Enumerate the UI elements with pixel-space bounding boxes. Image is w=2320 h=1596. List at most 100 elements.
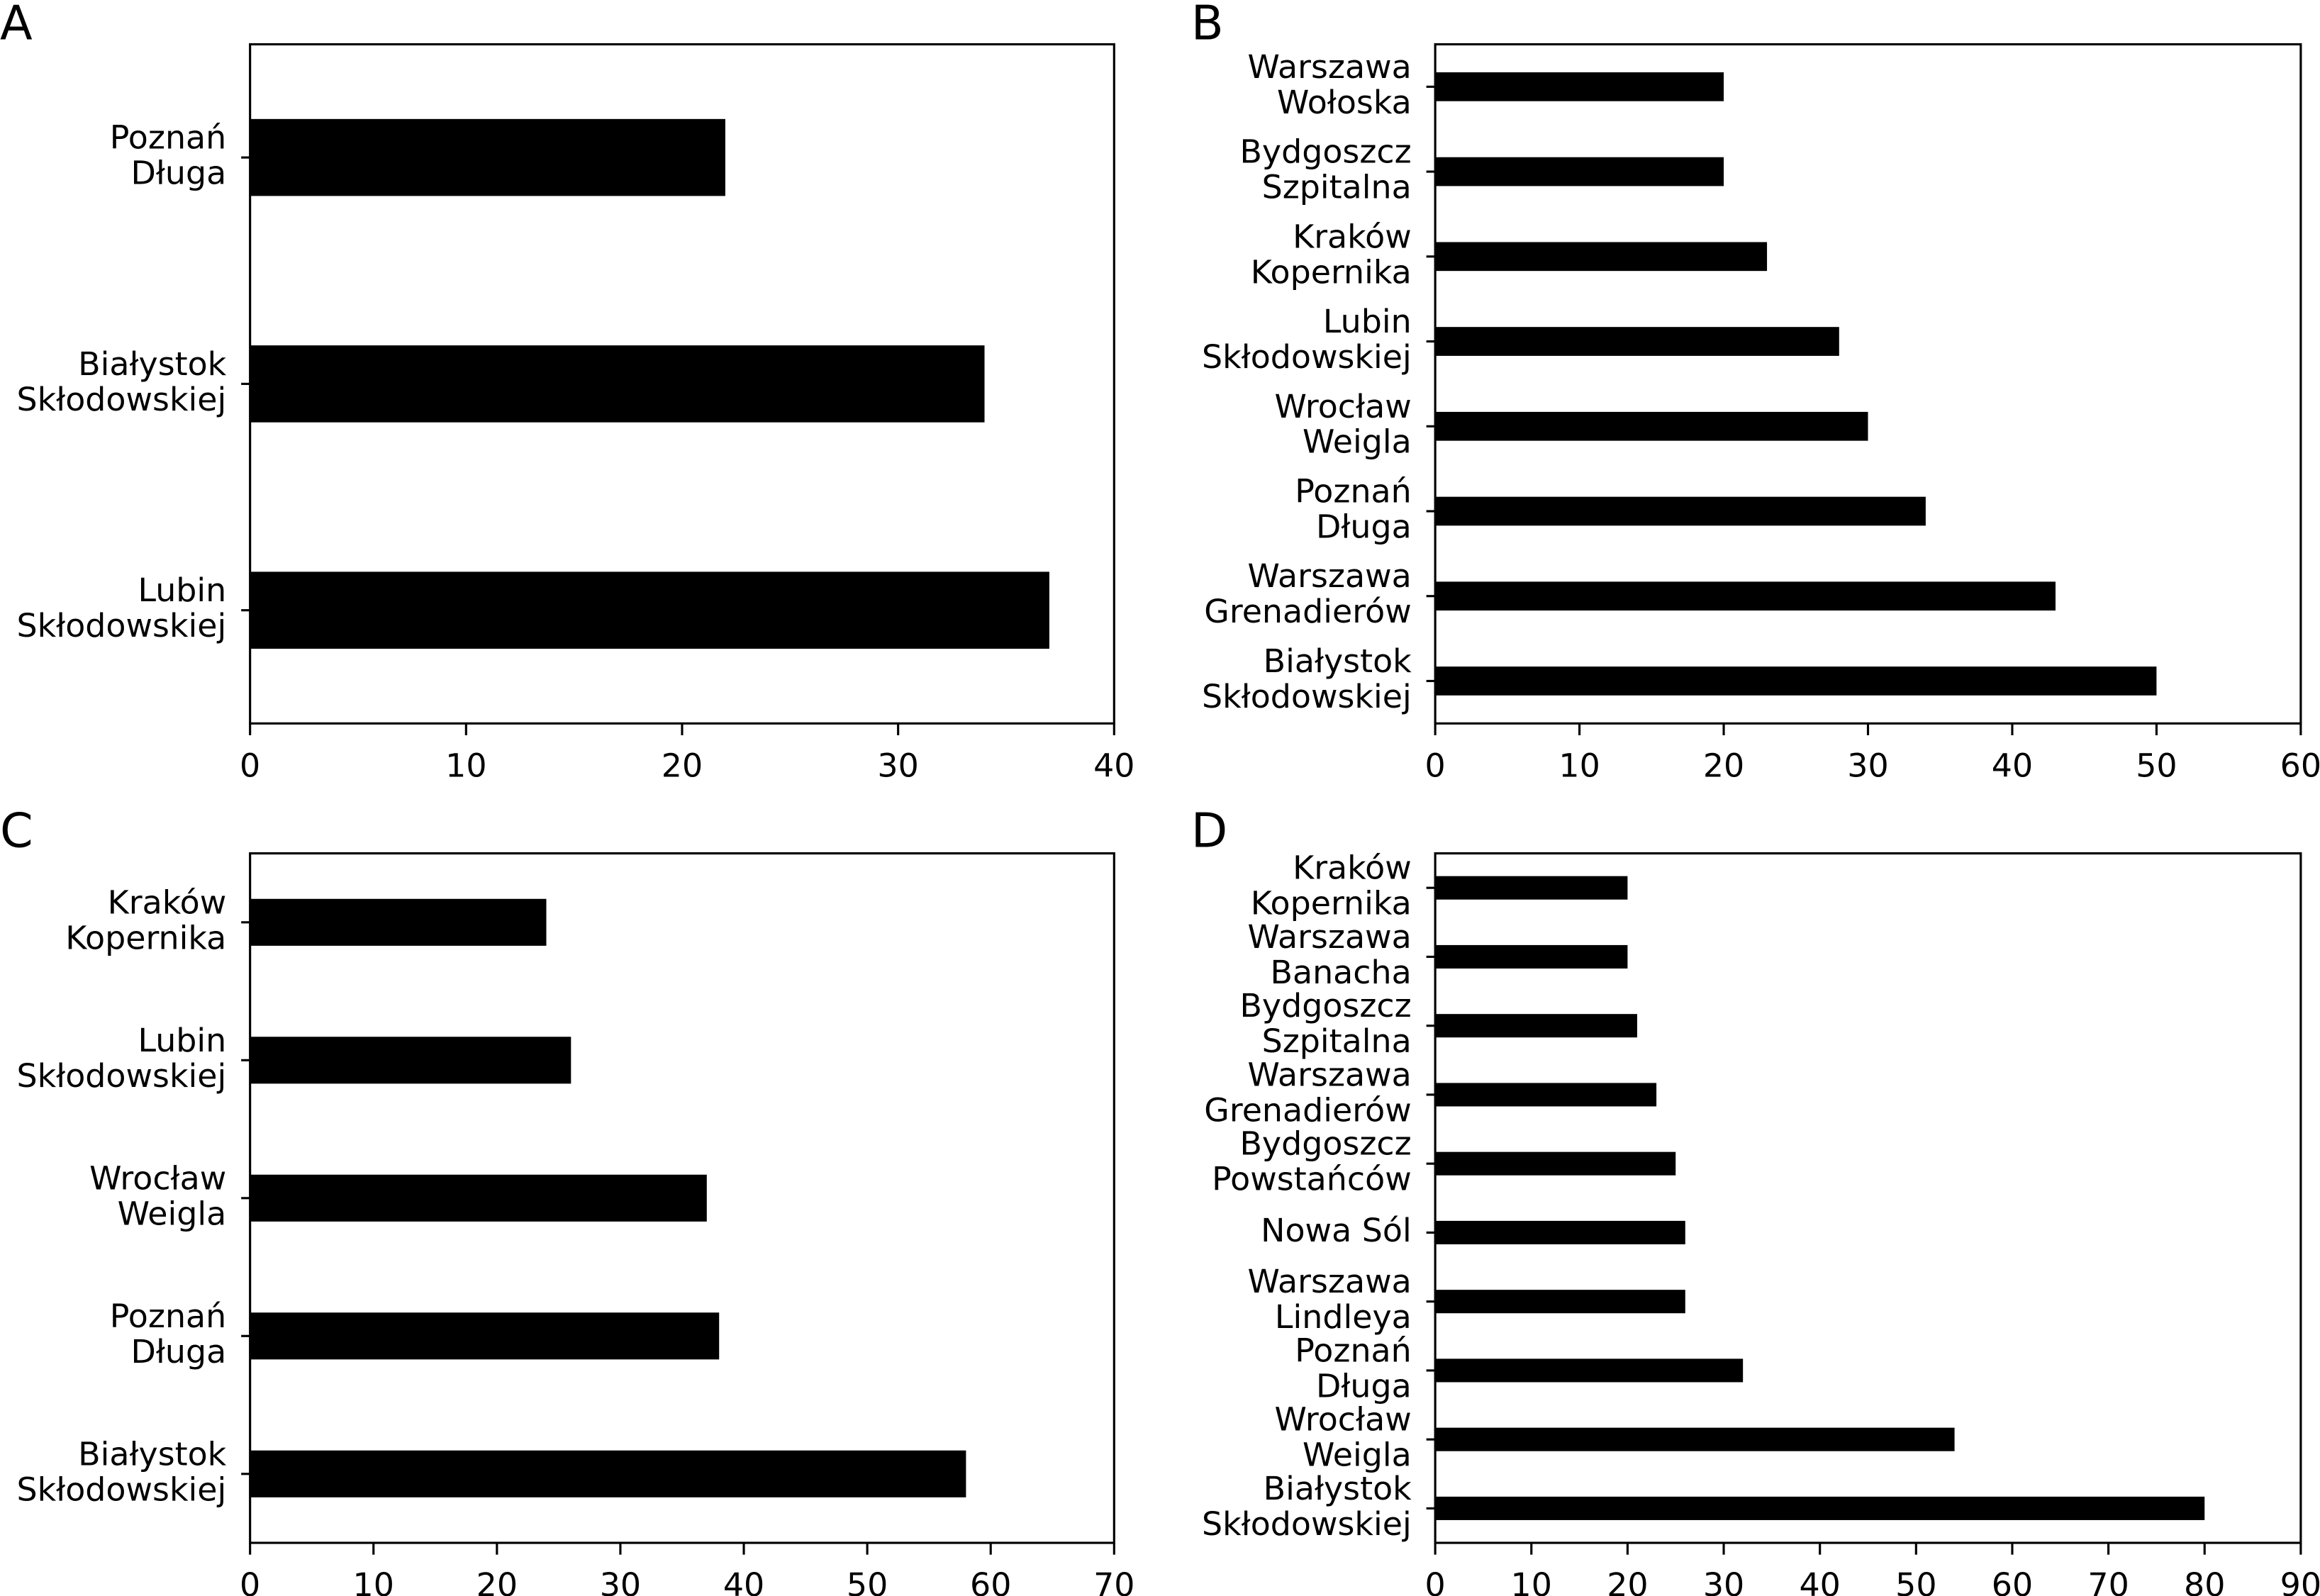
x-tick-label: 30 (600, 1566, 641, 1596)
y-tick-label: Kopernika (65, 918, 226, 956)
panel-label: B (1191, 0, 1224, 51)
bar (1435, 411, 1868, 441)
x-tick-label: 10 (353, 1566, 394, 1596)
bar (1435, 327, 1839, 356)
bar (1435, 876, 1628, 900)
y-tick-label: Lubin (138, 1021, 226, 1059)
y-tick-label: Warszawa (1248, 917, 1412, 956)
x-tick-label: 10 (1511, 1566, 1552, 1596)
y-tick-label: Poznań (1295, 472, 1412, 510)
y-tick-label: Lubin (138, 571, 226, 609)
x-tick-label: 80 (2184, 1566, 2225, 1596)
plot-frame (1434, 852, 2302, 1544)
bar (250, 1312, 720, 1360)
y-tick-label: Długa (1316, 508, 1412, 546)
y-tick-label: Skłodowskiej (1202, 337, 1412, 376)
bar (1435, 581, 2056, 611)
x-tick-label: 40 (1093, 746, 1134, 784)
y-tick-label: Długa (1316, 1366, 1412, 1405)
y-tick-label: Bydgoszcz (1239, 133, 1411, 171)
y-tick-label: Wrocław (1275, 1400, 1412, 1439)
x-tick-label: 30 (877, 746, 918, 784)
x-tick-label: 0 (240, 746, 260, 784)
bar (250, 345, 985, 423)
bar (1435, 1151, 1676, 1176)
x-tick-label: 20 (476, 1566, 518, 1596)
x-tick-label: 70 (2087, 1566, 2129, 1596)
x-tick-label: 60 (2280, 746, 2320, 784)
bar (1435, 1427, 1955, 1451)
x-tick-label: 10 (445, 746, 486, 784)
y-tick-label: Poznań (1295, 1331, 1412, 1369)
bar (250, 118, 725, 196)
y-tick-label: Wołoska (1277, 83, 1412, 121)
x-tick-label: 10 (1558, 746, 1600, 784)
bar (1435, 1083, 1657, 1107)
x-tick-label: 20 (1607, 1566, 1648, 1596)
x-tick-label: 0 (1425, 1566, 1446, 1596)
y-tick-label: Wrocław (89, 1159, 226, 1197)
y-tick-label: Białystok (78, 1434, 227, 1473)
y-tick-label: Weigla (1303, 423, 1412, 461)
y-tick-label: Skłodowskiej (16, 606, 226, 644)
bar (1435, 1290, 1685, 1314)
y-tick-label: Poznań (110, 1297, 227, 1335)
bar (250, 571, 1049, 649)
bar (1435, 666, 2157, 696)
y-tick-label: Poznań (110, 118, 227, 157)
y-tick-label: Skłodowskiej (16, 1470, 226, 1508)
y-tick-label: Kraków (108, 883, 227, 921)
y-tick-label: Kopernika (1251, 252, 1412, 291)
x-tick-label: 50 (847, 1566, 888, 1596)
bar (1435, 496, 1926, 526)
y-tick-label: Weigla (118, 1194, 227, 1232)
y-tick-label: Długa (131, 1332, 227, 1371)
bar (1435, 242, 1768, 272)
y-tick-label: Kraków (1293, 849, 1412, 887)
panel-label: A (0, 0, 33, 51)
x-tick-label: 20 (662, 746, 703, 784)
x-tick-label: 90 (2280, 1566, 2320, 1596)
bar (250, 1450, 966, 1497)
y-tick-label: Białystok (1264, 1469, 1412, 1507)
y-tick-label: Lindleya (1275, 1298, 1412, 1336)
y-tick-label: Szpitalna (1262, 168, 1412, 206)
y-tick-label: Lubin (1323, 302, 1412, 340)
x-tick-label: 40 (723, 1566, 764, 1596)
x-tick-label: 0 (240, 1566, 260, 1596)
plot-frame (1434, 43, 2302, 725)
y-tick-label: Nowa Sól (1261, 1211, 1412, 1249)
x-tick-label: 0 (1425, 746, 1446, 784)
bar (1435, 944, 1628, 969)
x-tick-label: 30 (1703, 1566, 1744, 1596)
bar (1435, 1220, 1685, 1244)
y-tick-label: Banacha (1270, 953, 1411, 991)
y-tick-label: Warszawa (1248, 1262, 1412, 1300)
bar (1435, 1014, 1637, 1038)
x-tick-label: 70 (1093, 1566, 1134, 1596)
bar (1435, 1358, 1744, 1383)
y-tick-label: Bydgoszcz (1239, 986, 1411, 1025)
panel-label: D (1191, 803, 1227, 859)
y-tick-label: Białystok (1264, 642, 1412, 680)
bar (1435, 1496, 2205, 1520)
bar (1435, 157, 1724, 186)
y-tick-label: Weigla (1303, 1436, 1412, 1474)
x-tick-label: 50 (1895, 1566, 1936, 1596)
y-tick-label: Skłodowskiej (1202, 677, 1412, 715)
y-tick-label: Bydgoszcz (1239, 1125, 1411, 1163)
y-tick-label: Skłodowskiej (16, 380, 226, 418)
x-tick-label: 20 (1703, 746, 1744, 784)
y-tick-label: Warszawa (1248, 48, 1412, 86)
x-tick-label: 40 (1992, 746, 2033, 784)
y-tick-label: Skłodowskiej (1202, 1505, 1412, 1543)
x-tick-label: 60 (970, 1566, 1011, 1596)
bar (250, 1174, 707, 1222)
bar (250, 1037, 571, 1084)
y-tick-label: Warszawa (1248, 1055, 1412, 1093)
y-tick-label: Powstańców (1212, 1160, 1412, 1198)
y-tick-label: Skłodowskiej (16, 1056, 226, 1095)
x-tick-label: 40 (1799, 1566, 1840, 1596)
y-tick-label: Szpitalna (1262, 1022, 1412, 1060)
